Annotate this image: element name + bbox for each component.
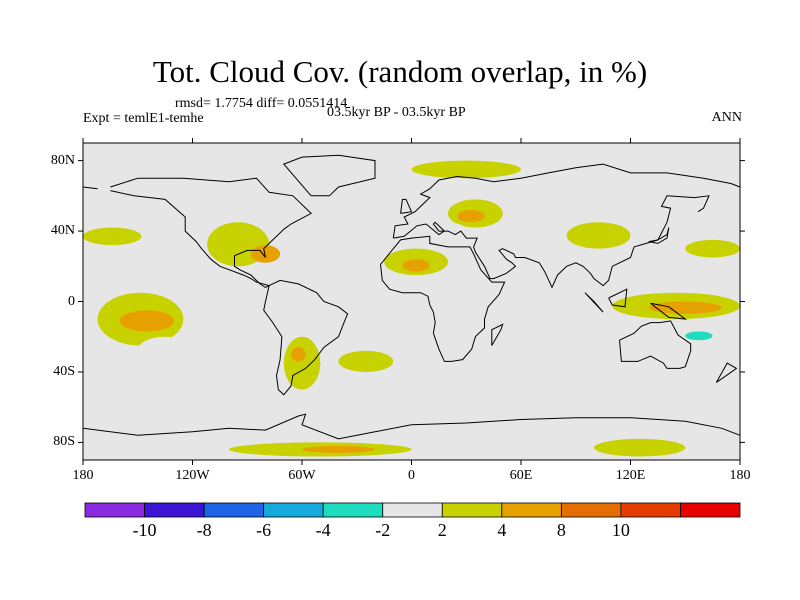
- lat-tick-label: 80N: [50, 152, 75, 168]
- colorbar-label: 4: [497, 520, 507, 540]
- colorbar-label: -6: [256, 520, 272, 540]
- season-label: ANN: [711, 110, 742, 125]
- anomaly-region: [566, 222, 631, 249]
- coastline: [491, 323, 504, 346]
- colorbar-label: 2: [437, 520, 447, 540]
- colorbar-swatch: [84, 502, 145, 518]
- anomaly-region: [83, 227, 142, 246]
- anomaly-region: [667, 327, 740, 355]
- coastline: [263, 279, 349, 396]
- lon-tick-label: 180: [729, 468, 751, 483]
- colorbar-label: 10: [611, 520, 630, 540]
- colorbar-swatch: [680, 502, 741, 518]
- lat-tick-label: 80S: [53, 434, 75, 450]
- anomaly-region: [667, 424, 740, 439]
- colorbar-label: -8: [196, 520, 212, 540]
- colorbar-swatch: [263, 502, 324, 518]
- anomaly-region: [338, 350, 394, 372]
- colorbar-label: -10: [132, 520, 157, 540]
- coastline: [392, 163, 741, 239]
- experiment-label: Expt = temlE1-temhe: [83, 111, 204, 126]
- colorbar-swatch: [560, 502, 622, 518]
- lat-tick-label: 0: [68, 293, 75, 309]
- anomaly-region: [269, 283, 303, 320]
- lon-tick-label: 180: [72, 468, 94, 483]
- colorbar-swatch: [144, 502, 205, 518]
- anomaly-region: [302, 445, 375, 453]
- colorbar: [84, 502, 741, 518]
- coastline: [82, 413, 741, 440]
- colorbar-swatch: [501, 502, 562, 518]
- coastline: [660, 195, 710, 223]
- anomaly-region: [137, 428, 302, 439]
- coastline: [82, 186, 98, 190]
- colorbar-swatch: [203, 502, 265, 518]
- colorbar-swatch: [620, 502, 681, 518]
- coastline: [619, 320, 692, 369]
- coastline: [282, 154, 376, 197]
- map-layer: [78, 138, 745, 465]
- coastline: [650, 302, 688, 320]
- anomaly-region: [521, 248, 576, 284]
- anomaly-region: [119, 310, 175, 332]
- anomaly-region: [685, 239, 740, 258]
- colorbar-swatch: [382, 502, 443, 518]
- coastline: [584, 292, 604, 313]
- coastline: [648, 227, 670, 244]
- colorbar-label: -4: [315, 520, 331, 540]
- anomaly-region: [283, 336, 321, 390]
- anomaly-region: [466, 319, 521, 355]
- lon-tick-label: 120W: [175, 468, 210, 483]
- lon-tick-label: 120E: [615, 468, 646, 483]
- lon-tick-label: 60W: [288, 468, 316, 483]
- lat-tick-label: 40N: [50, 223, 75, 239]
- anomaly-region: [393, 220, 467, 239]
- coastline: [400, 198, 413, 214]
- coastline: [393, 221, 668, 289]
- lat-tick-label: 40S: [53, 363, 75, 379]
- anomaly-region: [137, 151, 248, 170]
- anomaly-region: [429, 428, 521, 443]
- anomaly-region: [174, 262, 229, 284]
- anomaly-region: [402, 259, 430, 272]
- coastline: [110, 177, 312, 288]
- lon-tick-label: 60E: [509, 468, 533, 483]
- coastline: [715, 362, 738, 383]
- map-title: Tot. Cloud Cov. (random overlap, in %): [152, 54, 648, 89]
- anomaly-region: [291, 347, 306, 362]
- anomaly-region: [302, 266, 348, 284]
- colorbar-swatch: [322, 502, 384, 518]
- period-label: 03.5kyr BP - 03.5kyr BP: [327, 105, 466, 120]
- anomaly-region: [411, 160, 521, 179]
- anomaly-region: [594, 438, 686, 457]
- anomaly-region: [685, 331, 713, 341]
- anomaly-region: [648, 301, 722, 314]
- coastline: [380, 235, 506, 362]
- anomaly-region: [250, 245, 281, 263]
- colorbar-swatch: [441, 502, 503, 518]
- anomaly-region: [92, 354, 175, 372]
- colorbar-label: 8: [556, 520, 566, 540]
- lon-tick-label: 0: [408, 468, 415, 483]
- colorbar-label: -2: [375, 520, 391, 540]
- anomaly-region: [457, 209, 485, 223]
- stats-label: rmsd= 1.7754 diff= 0.0551414: [175, 96, 348, 111]
- coastline: [608, 288, 628, 308]
